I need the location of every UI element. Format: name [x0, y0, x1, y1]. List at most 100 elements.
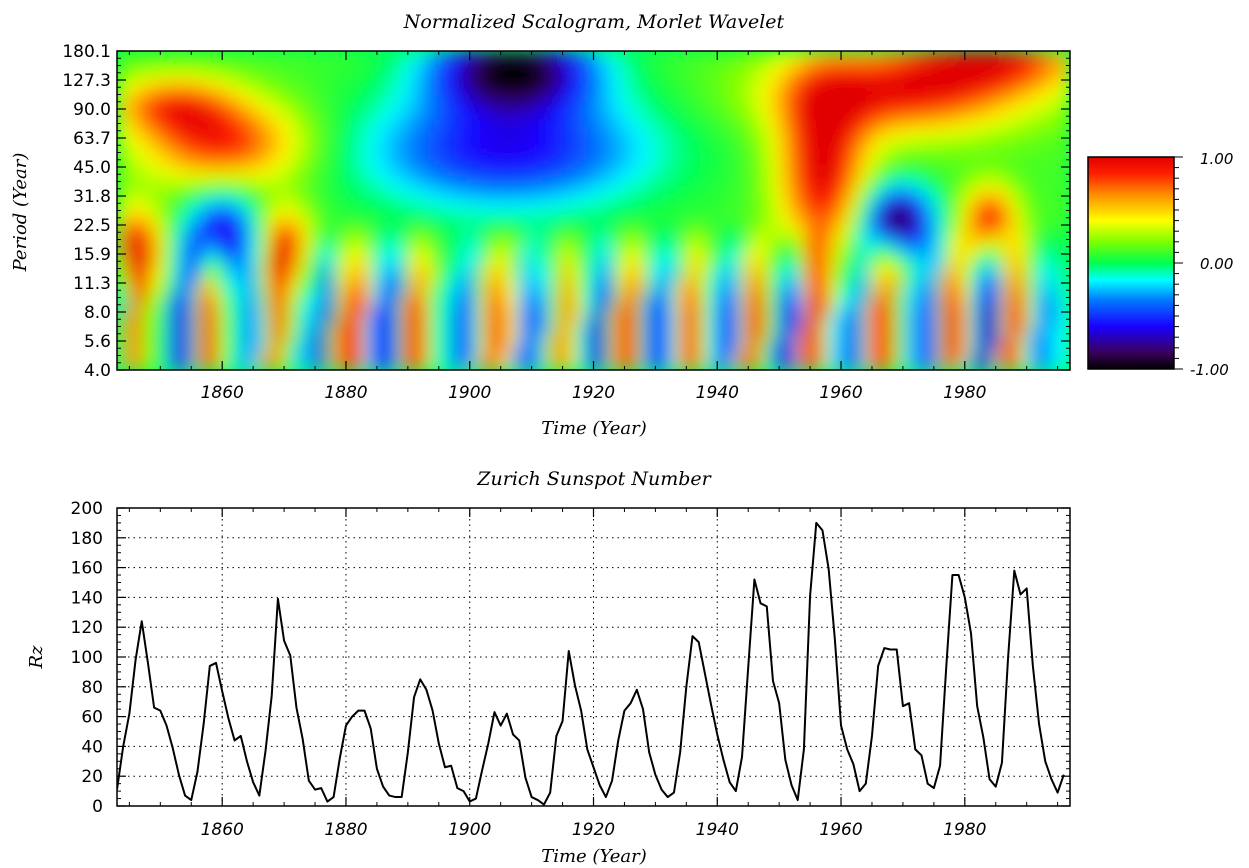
heatmap-cell: [352, 164, 360, 172]
heatmap-cell: [441, 136, 449, 144]
heatmap-cell: [631, 347, 639, 354]
heatmap-cell: [320, 170, 328, 178]
heatmap-cell: [644, 267, 652, 275]
heatmap-cell: [561, 113, 569, 121]
heatmap-cell: [288, 244, 296, 252]
heatmap-cell: [479, 113, 487, 121]
heatmap-cell: [631, 210, 639, 218]
heatmap-cell: [377, 261, 385, 269]
heatmap-cell: [174, 267, 182, 275]
heatmap-cell: [593, 136, 601, 144]
heatmap-cell: [441, 290, 449, 297]
heatmap-cell: [218, 216, 226, 223]
heatmap-cell: [676, 278, 684, 286]
heatmap-cell: [593, 56, 601, 64]
heatmap-cell: [441, 216, 449, 223]
heatmap-cell: [447, 79, 455, 87]
heatmap-cell: [161, 210, 169, 218]
heatmap-cell: [269, 244, 277, 252]
heatmap-cell: [250, 73, 258, 81]
heatmap-cell: [421, 364, 430, 370]
heatmap-cell: [294, 256, 303, 263]
heatmap-cell: [460, 142, 468, 149]
heatmap-cell: [136, 358, 144, 366]
heatmap-cell: [148, 204, 157, 212]
heatmap-cell: [587, 318, 595, 326]
heatmap-cell: [371, 324, 379, 332]
heatmap-cell: [377, 51, 385, 58]
heatmap-cell: [180, 136, 188, 144]
heatmap-cell: [568, 90, 576, 98]
heatmap-cell: [549, 90, 557, 98]
heatmap-cell: [644, 107, 652, 115]
heatmap-cell: [396, 170, 404, 178]
heatmap-cell: [225, 341, 233, 349]
heatmap-cell: [212, 284, 220, 292]
heatmap-cell: [517, 284, 525, 292]
heatmap-cell: [142, 79, 150, 87]
heatmap-cell: [650, 176, 658, 183]
heatmap-cell: [282, 125, 290, 132]
heatmap-cell: [447, 56, 455, 64]
heatmap-cell: [402, 358, 411, 366]
heatmap-cell: [529, 170, 538, 178]
heatmap-cell: [383, 358, 392, 366]
heatmap-cell: [136, 102, 144, 109]
heatmap-cell: [193, 113, 201, 121]
heatmap-cell: [320, 313, 328, 320]
heatmap-cell: [574, 73, 582, 81]
heatmap-cell: [123, 233, 131, 240]
heatmap-cell: [599, 113, 608, 121]
heatmap-cell: [523, 238, 531, 246]
heatmap-cell: [663, 193, 671, 201]
heatmap-cell: [479, 142, 487, 149]
heatmap-cell: [466, 187, 474, 195]
heatmap-cell: [587, 159, 595, 166]
heatmap-cell: [460, 176, 468, 183]
heatmap-cell: [618, 256, 627, 263]
heatmap-cell: [549, 238, 557, 246]
heatmap-cell: [390, 261, 398, 269]
heatmap-cell: [288, 199, 296, 206]
heatmap-cell: [313, 85, 322, 92]
heatmap-cell: [231, 364, 239, 370]
heatmap-cell: [542, 136, 550, 144]
heatmap-cell: [637, 301, 646, 309]
heatmap-cell: [155, 290, 163, 297]
heatmap-cell: [396, 204, 404, 212]
heatmap-cell: [339, 153, 347, 161]
heatmap-cell: [409, 301, 417, 309]
heatmap-cell: [155, 56, 163, 64]
heatmap-cell: [231, 125, 239, 132]
heatmap-cell: [631, 278, 639, 286]
heatmap-cell: [294, 324, 303, 332]
heatmap-cell: [498, 290, 506, 297]
heatmap-cell: [174, 278, 182, 286]
heatmap-cell: [568, 170, 576, 178]
heatmap-cell: [510, 364, 519, 370]
heatmap-cell: [517, 119, 525, 126]
heatmap-cell: [263, 238, 271, 246]
heatmap-cell: [568, 130, 576, 138]
heatmap-cell: [485, 113, 493, 121]
heatmap-cell: [129, 96, 137, 104]
heatmap-cell: [186, 107, 195, 115]
heatmap-cell: [294, 267, 303, 275]
heatmap-cell: [485, 347, 493, 354]
heatmap-cell: [333, 261, 341, 269]
heatmap-cell: [574, 85, 582, 92]
heatmap-cell: [225, 233, 233, 240]
heatmap-cell: [409, 90, 417, 98]
heatmap-cell: [320, 318, 328, 326]
heatmap-cell: [402, 238, 411, 246]
heatmap-cell: [466, 142, 474, 149]
heatmap-cell: [174, 102, 182, 109]
heatmap-cell: [123, 136, 131, 144]
heatmap-cell: [390, 364, 398, 370]
heatmap-cell: [326, 90, 334, 98]
heatmap-cell: [123, 261, 131, 269]
heatmap-cell: [491, 318, 500, 326]
heatmap-cell: [549, 221, 557, 229]
heatmap-cell: [237, 358, 245, 366]
heatmap-cell: [237, 278, 245, 286]
